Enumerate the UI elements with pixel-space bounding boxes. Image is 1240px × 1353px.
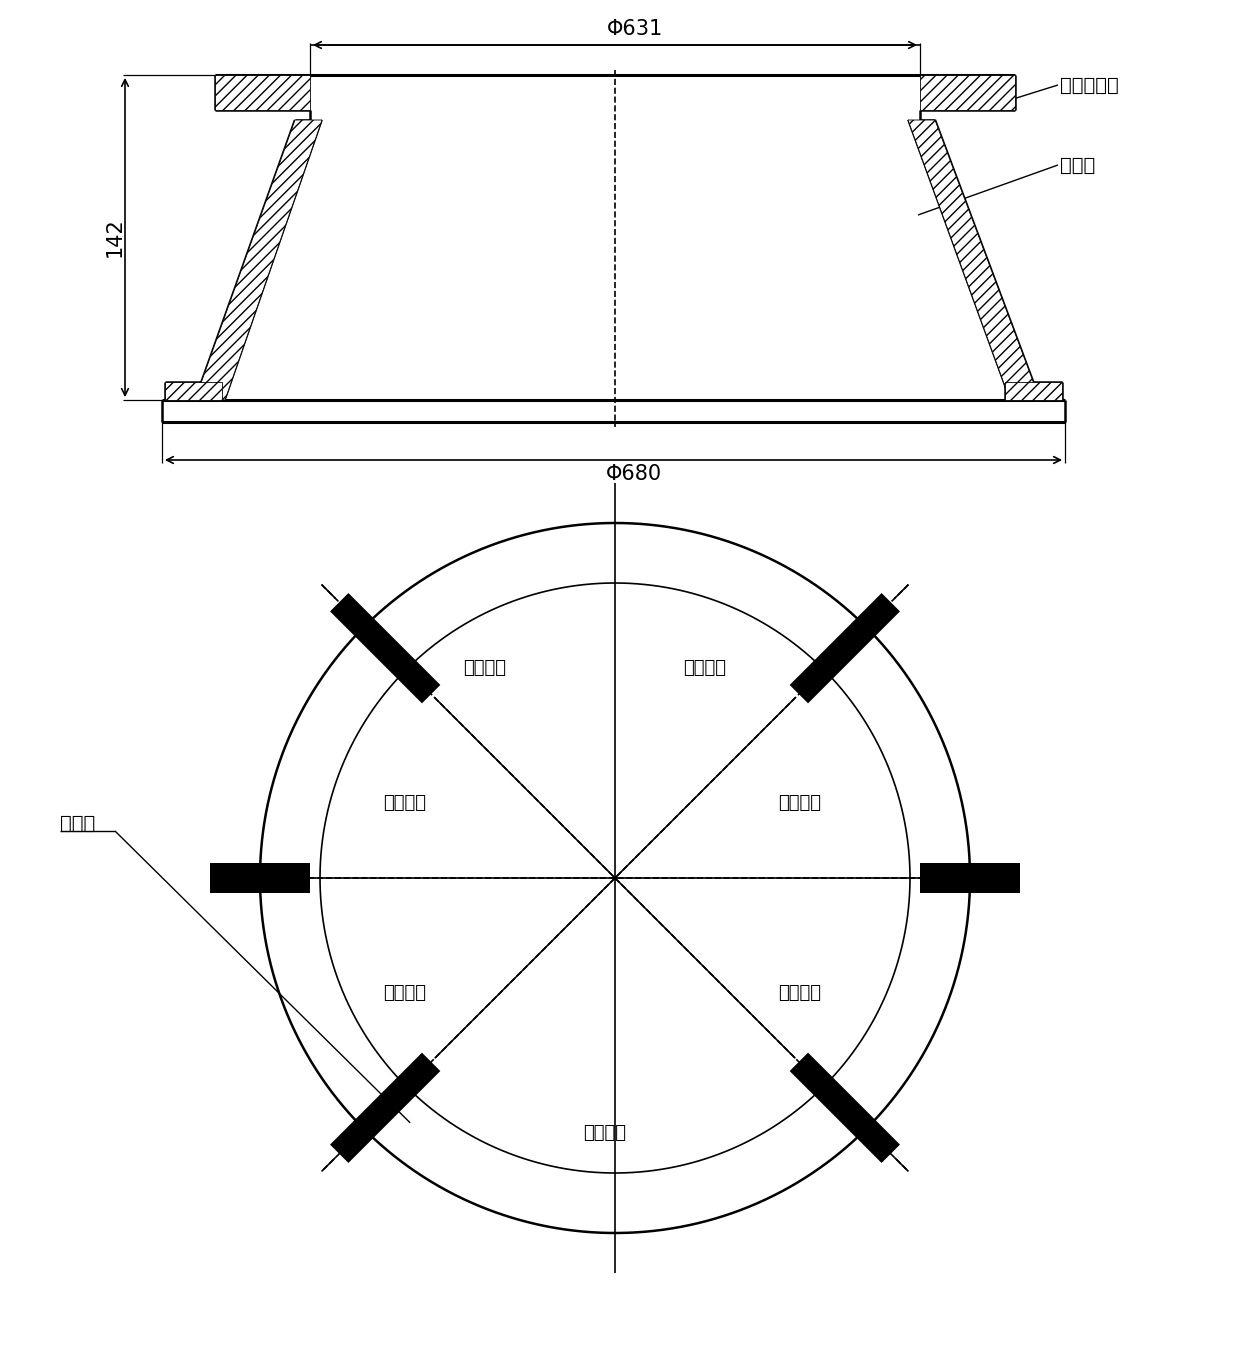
Text: 外型面: 外型面 [1060,156,1095,175]
Text: 加工区域: 加工区域 [383,794,427,812]
Polygon shape [210,863,310,893]
Polygon shape [1004,382,1061,400]
Text: 加工区域: 加工区域 [584,1124,626,1142]
Polygon shape [215,74,310,110]
Polygon shape [165,382,222,400]
Polygon shape [790,593,900,704]
Polygon shape [330,1053,440,1164]
Text: 加工区域: 加工区域 [464,659,506,676]
Text: 加工区域: 加工区域 [383,984,427,1003]
Text: 加工区域: 加工区域 [683,659,727,676]
Text: 加工区域: 加工区域 [779,984,821,1003]
Polygon shape [920,74,1016,110]
Text: 加强筋: 加强筋 [60,813,95,832]
Polygon shape [195,120,322,400]
Polygon shape [920,863,1021,893]
Polygon shape [330,593,440,704]
Text: 加工区域: 加工区域 [779,794,821,812]
Text: Φ680: Φ680 [605,464,662,484]
Text: 安装边外圆: 安装边外圆 [1060,76,1118,95]
Text: Φ631: Φ631 [606,19,663,39]
Polygon shape [908,120,1040,400]
Text: 142: 142 [105,218,125,257]
Polygon shape [790,1053,900,1164]
